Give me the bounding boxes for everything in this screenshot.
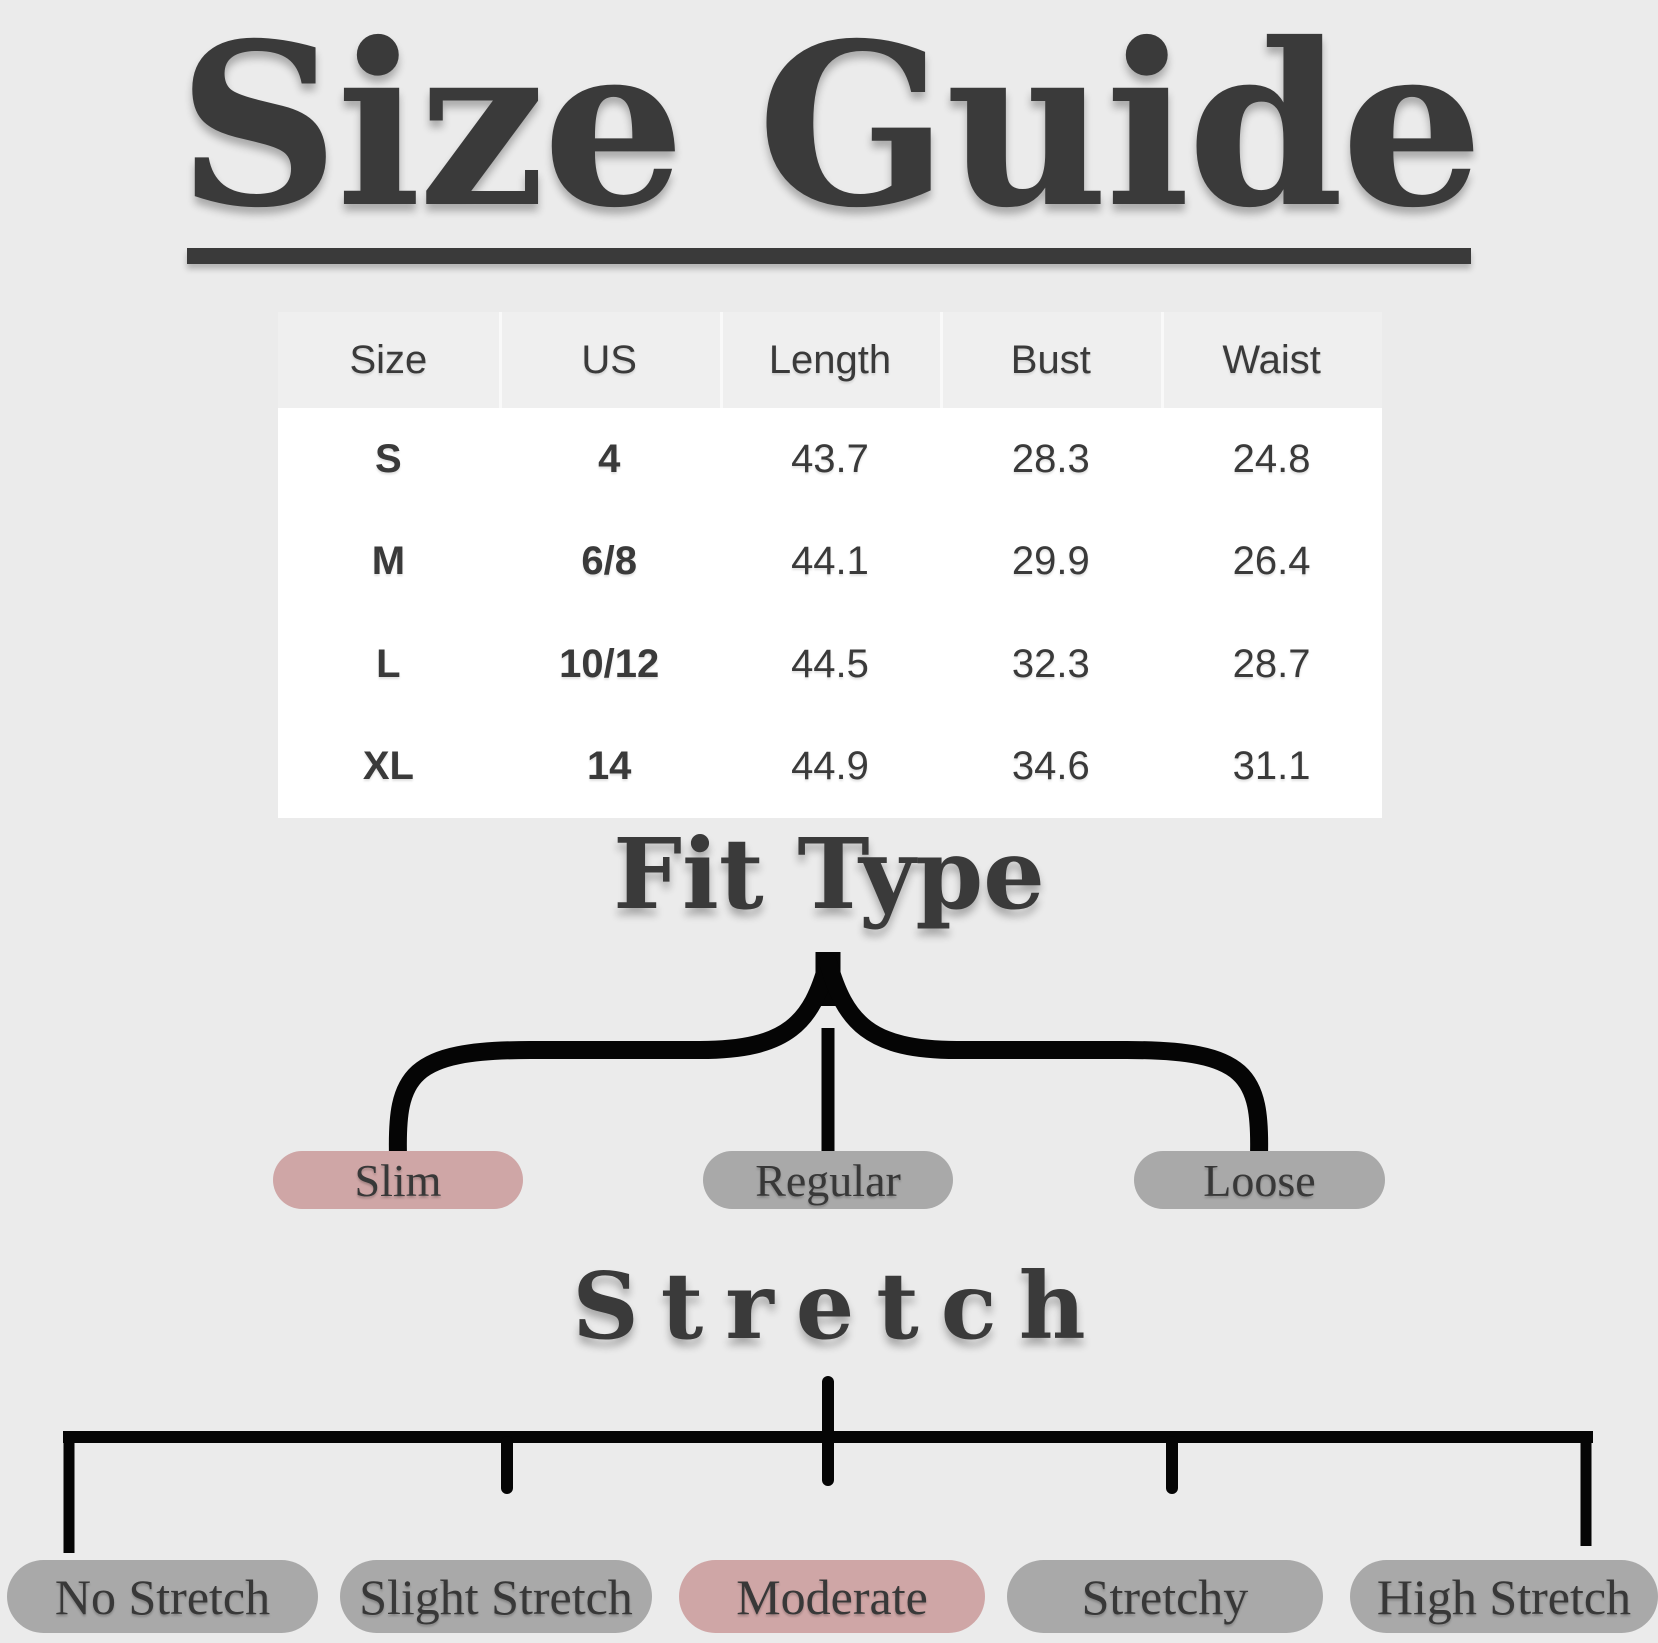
size-table-body: S 4 43.7 28.3 24.8 M 6/8 44.1 29.9 26.4 … (278, 408, 1382, 818)
size-table-cell: 44.1 (791, 539, 869, 584)
size-table-cell: 34.6 (1011, 744, 1090, 789)
stretch-option-stretchy: Stretchy (1007, 1560, 1323, 1633)
stretch-option-slight-stretch: Slight Stretch (340, 1560, 652, 1633)
size-table-cell: 43.7 (791, 436, 869, 481)
fit-option-loose: Loose (1134, 1151, 1385, 1209)
size-table-cell: 14 (586, 744, 632, 789)
page-title: Size Guide (177, 0, 1484, 257)
size-table-header-length: Length (720, 312, 941, 408)
size-table-header-row: Size US Length Bust Waist (278, 312, 1382, 408)
size-table-cell: 32.3 (1011, 641, 1090, 686)
size-table-cell: 26.4 (1232, 539, 1311, 584)
size-table-header-bust: Bust (940, 312, 1161, 408)
size-table-cell: 24.8 (1232, 436, 1311, 481)
size-table-cell: 4 (598, 436, 621, 481)
size-table-cell: 28.3 (1011, 436, 1090, 481)
title-underline (187, 248, 1471, 264)
size-table-header-size: Size (349, 337, 428, 382)
stretch-option-label: Stretchy (1081, 1568, 1249, 1625)
size-table-header-waist: Waist (1161, 312, 1382, 408)
stretch-heading: Stretch (572, 1252, 1108, 1360)
stretch-option-label: No Stretch (54, 1568, 271, 1625)
size-table-cell: XL (362, 744, 414, 789)
size-table-cell: 29.9 (1011, 539, 1090, 584)
fit-option-slim: Slim (273, 1151, 523, 1209)
size-table-cell: 44.9 (791, 744, 869, 789)
stretch-tree-diagram (63, 1376, 1593, 1553)
size-table-cell: 28.7 (1232, 641, 1311, 686)
fit-option-regular: Regular (703, 1151, 953, 1209)
fit-type-brace-diagram (388, 952, 1269, 1165)
size-table-header-us: US (499, 312, 720, 408)
size-table-cell: M (371, 539, 406, 584)
stretch-option-high-stretch: High Stretch (1350, 1560, 1658, 1633)
fit-type-heading: Fit Type (613, 817, 1045, 931)
stretch-option-no-stretch: No Stretch (7, 1560, 318, 1633)
stretch-option-label: High Stretch (1376, 1568, 1632, 1625)
size-table-cell: 10/12 (559, 641, 660, 686)
size-table-cell: L (376, 641, 401, 686)
fit-option-label: Slim (354, 1154, 442, 1206)
size-table-cell: 6/8 (581, 539, 637, 584)
fit-option-label: Loose (1203, 1154, 1316, 1206)
size-table-cell: 44.5 (791, 641, 869, 686)
stretch-option-moderate: Moderate (679, 1560, 985, 1633)
stretch-option-label: Slight Stretch (359, 1568, 633, 1625)
size-table-cell: S (375, 436, 402, 481)
fit-option-label: Regular (755, 1154, 901, 1206)
stretch-option-label: Moderate (736, 1568, 928, 1625)
size-table-cell: 31.1 (1232, 744, 1311, 789)
